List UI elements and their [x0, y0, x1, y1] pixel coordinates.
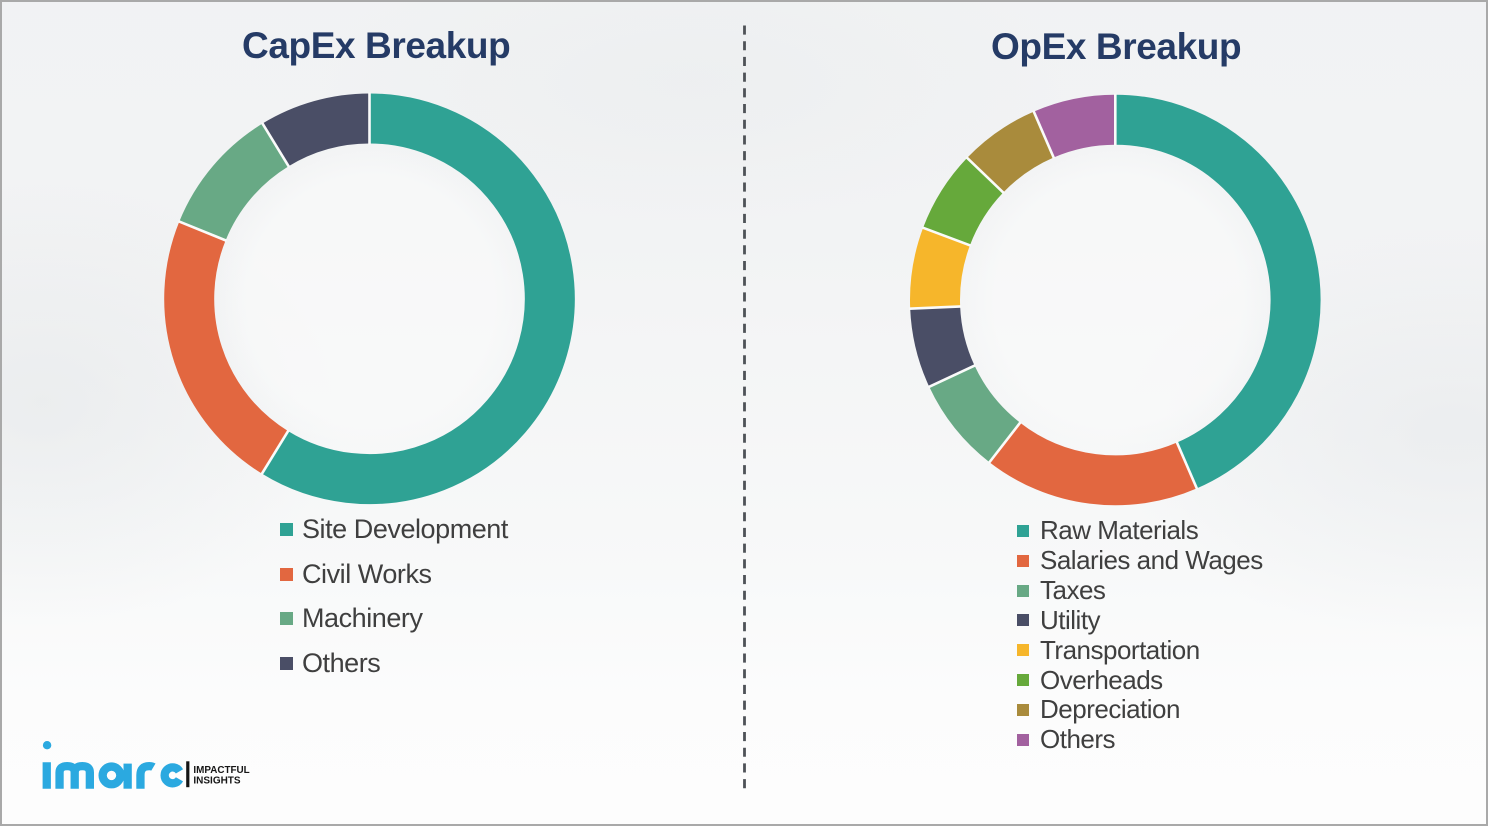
svg-text:IMPACTFUL: IMPACTFUL [193, 765, 249, 776]
svg-text:INSIGHTS: INSIGHTS [193, 775, 240, 786]
